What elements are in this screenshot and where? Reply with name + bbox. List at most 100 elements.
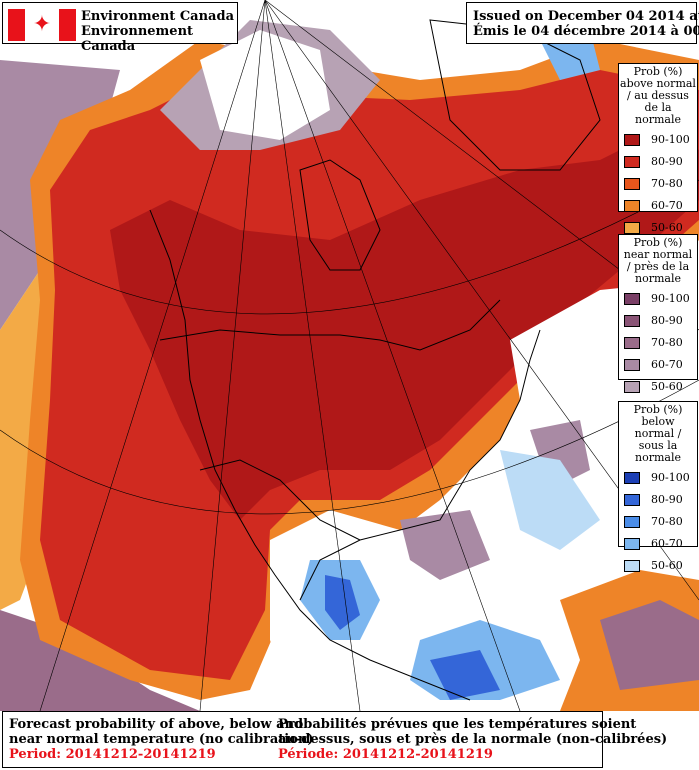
legend-near-range: 70-80 (651, 336, 683, 349)
legend-near-normal: Prob (%) near normal / près de la normal… (618, 234, 698, 393)
legend-near-row: 70-80 (619, 333, 697, 355)
legend-near-range: 50-60 (651, 380, 683, 393)
above-normal-core-area (110, 130, 699, 520)
legend-near-range: 80-90 (651, 314, 683, 327)
legend-above-title-line: above normal (620, 77, 696, 90)
issue-date-fr: Émis le 04 décembre 2014 à 00Z (473, 24, 699, 39)
arctic-white-area (200, 30, 330, 140)
description-en-line: Forecast probability of above, below and (9, 717, 304, 732)
legend-below-range: 70-80 (651, 515, 683, 528)
legend-below-row: 90-100 (619, 468, 697, 490)
description-fr-line: Probabilités prévues que les température… (278, 717, 637, 732)
legend-near-title-line: / près de la (626, 260, 690, 273)
legend-near-range: 90-100 (651, 292, 690, 305)
meridian-3 (264, 0, 361, 712)
legend-below-swatch (624, 560, 640, 572)
legend-below-row: 50-60 (619, 556, 697, 578)
legend-below-range: 60-70 (651, 537, 683, 550)
legend-below-normal: Prob (%) below normal / sous la normale … (618, 401, 698, 572)
legend-below-title-line: sous la normale (635, 439, 681, 464)
legend-near-row: 50-60 (619, 377, 697, 399)
period-fr: Période: 20141212-20141219 (278, 747, 493, 762)
description-en-line: near normal temperature (no calibration) (9, 732, 314, 747)
legend-above-swatch (624, 134, 640, 146)
forecast-description: Forecast probability of above, below and… (2, 711, 667, 768)
legend-near-title: Prob (%) near normal / près de la normal… (619, 235, 697, 289)
legend-near-swatch (624, 359, 640, 371)
legend-above-title-line: Prob (%) (633, 65, 683, 78)
legend-near-title-line: near normal (623, 248, 693, 261)
agency-name-en: Environment Canada (81, 9, 234, 24)
legend-below-swatch (624, 472, 640, 484)
gulf-coastline (299, 329, 541, 601)
canada-flag-icon: ✦ (8, 9, 76, 41)
legend-above-row: 70-80 (619, 174, 697, 196)
legend-above-row: 90-100 (619, 130, 697, 152)
legend-above-range: 60-70 (651, 199, 683, 212)
caribbean-near-normal-area (600, 600, 699, 690)
agency-name-fr: Environnement Canada (81, 24, 194, 54)
description-fr: Probabilités prévues que les température… (278, 717, 667, 762)
us-mexico-border (199, 459, 361, 541)
agency-name: Environment Canada Environnement Canada (81, 9, 237, 54)
issue-date-en: Issued on December 04 2014 at 00Z (473, 9, 699, 24)
legend-near-row: 90-100 (619, 289, 697, 311)
legend-below-title-line: Prob (%) (633, 403, 683, 416)
maple-leaf-icon: ✦ (25, 9, 59, 41)
legend-near-row: 80-90 (619, 311, 697, 333)
legend-above-title-line: / au dessus (627, 89, 689, 102)
legend-below-title: Prob (%) below normal / sous la normale (619, 402, 697, 468)
period-en: Period: 20141212-20141219 (9, 747, 216, 762)
parallel-2 (0, 379, 699, 515)
legend-above-swatch (624, 222, 640, 234)
legend-below-swatch (624, 494, 640, 506)
issue-date-box: Issued on December 04 2014 at 00Z Émis l… (466, 2, 699, 44)
atlantic-below-area (500, 450, 600, 550)
description-en: Forecast probability of above, below and… (9, 717, 314, 762)
legend-above-title-line: de la normale (635, 101, 681, 126)
gulf-near-normal-area (400, 510, 490, 580)
legend-above-swatch (624, 200, 640, 212)
legend-below-swatch (624, 538, 640, 550)
legend-near-title-line: normale (635, 272, 681, 285)
legend-near-row: 60-70 (619, 355, 697, 377)
parallel-1 (0, 179, 699, 315)
legend-above-normal: Prob (%) above normal / au dessus de la … (618, 63, 698, 234)
flag-left-bar (8, 9, 25, 41)
legend-above-row: 50-60 (619, 218, 697, 240)
gulf-white-area (270, 510, 640, 711)
legend-below-row: 80-90 (619, 490, 697, 512)
pacific-coastline (149, 209, 471, 701)
legend-above-row: 60-70 (619, 196, 697, 218)
legend-near-swatch (624, 337, 640, 349)
legend-above-swatch (624, 156, 640, 168)
legend-near-title-line: Prob (%) (633, 236, 683, 249)
mexico-below-core-area (325, 575, 360, 630)
hudson-bay-coastline (299, 159, 381, 271)
canada-us-border (159, 299, 501, 351)
legend-below-swatch (624, 516, 640, 528)
central-america-below-core-area (430, 650, 500, 700)
legend-below-row: 60-70 (619, 534, 697, 556)
description-fr-line: au-dessus, sous et près de la normale (n… (278, 732, 668, 747)
legend-above-range: 80-90 (651, 155, 683, 168)
legend-above-range: 50-60 (651, 221, 683, 234)
legend-above-swatch (624, 178, 640, 190)
legend-below-range: 90-100 (651, 471, 690, 484)
legend-near-swatch (624, 293, 640, 305)
legend-below-title-line: below normal / (634, 415, 682, 440)
legend-below-range: 80-90 (651, 493, 683, 506)
legend-below-range: 50-60 (651, 559, 683, 572)
legend-near-swatch (624, 381, 640, 393)
meridian-4 (264, 0, 521, 712)
legend-above-row: 80-90 (619, 152, 697, 174)
legend-near-range: 60-70 (651, 358, 683, 371)
agency-header: ✦ Environment Canada Environnement Canad… (2, 2, 238, 54)
legend-above-range: 70-80 (651, 177, 683, 190)
legend-below-row: 70-80 (619, 512, 697, 534)
flag-right-bar (59, 9, 76, 41)
legend-near-swatch (624, 315, 640, 327)
legend-above-title: Prob (%) above normal / au dessus de la … (619, 64, 697, 130)
